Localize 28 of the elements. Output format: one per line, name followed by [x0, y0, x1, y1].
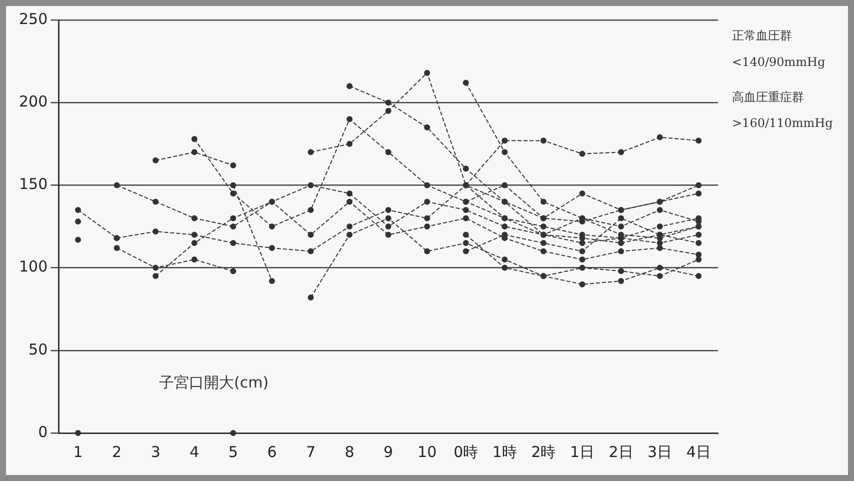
text: <140/90mmHg [732, 55, 826, 70]
x-tick-label: 9 [384, 442, 394, 461]
x-tick-label: 3 [150, 442, 160, 461]
y-tick-label: 0 [38, 422, 48, 441]
text: 正常血圧群 [732, 28, 792, 43]
annotation: 子宮口開大(cm) [158, 373, 269, 392]
x-tick-label: 3日 [648, 442, 672, 461]
y-tick-label: 250 [18, 10, 48, 28]
x-tick-label: 6 [267, 442, 277, 461]
x-tick-label: 5 [228, 442, 238, 461]
x-tick-label: 1日 [570, 442, 595, 461]
x-tick-label: 1 [73, 442, 83, 461]
y-tick-label: 100 [18, 258, 48, 276]
x-tick-label: 4日 [686, 442, 711, 461]
x-tick-label: 0時 [454, 442, 478, 461]
y-tick-label: 150 [18, 175, 48, 194]
x-tick-label: 1時 [492, 442, 517, 461]
x-tick-label: 8 [344, 442, 354, 461]
x-tick-label: 2日 [608, 442, 634, 461]
text: >160/110mmHg [732, 116, 834, 130]
x-tick-label: 10 [418, 442, 437, 461]
y-tick-label: 50 [28, 340, 48, 358]
text: 高血圧重症群 [732, 90, 804, 104]
x-tick-label: 2 [112, 442, 122, 461]
x-tick-label: 4 [190, 442, 200, 461]
x-tick-label: 7 [306, 442, 316, 461]
y-tick-label: 200 [18, 92, 48, 110]
x-tick-label: 2時 [531, 442, 556, 461]
